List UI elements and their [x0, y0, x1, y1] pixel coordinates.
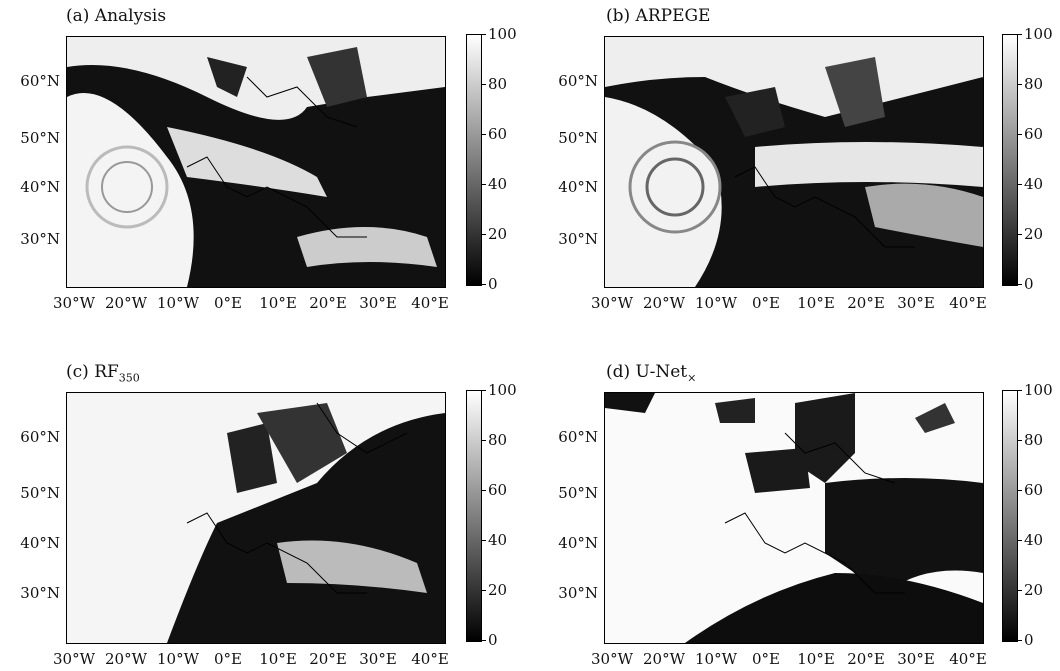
colorbar-tick: 60 — [488, 125, 508, 143]
lon-label: 0°E — [752, 294, 780, 312]
colorbar-tick: 60 — [1024, 481, 1044, 499]
lat-label: 40°N — [558, 178, 598, 196]
colorbar-tick: 40 — [488, 531, 508, 549]
lat-label: 60°N — [20, 72, 60, 90]
lat-label: 40°N — [558, 534, 598, 552]
lon-label: 0°E — [752, 650, 780, 668]
lat-label: 60°N — [558, 428, 598, 446]
lon-label: 30°E — [359, 294, 397, 312]
colorbar-tick: 100 — [1024, 381, 1053, 399]
lon-label: 10°E — [797, 650, 835, 668]
lat-label: 30°N — [558, 584, 598, 602]
lon-label: 10°E — [259, 650, 297, 668]
lon-label: 40°E — [411, 650, 449, 668]
cloud-cover-map — [66, 392, 446, 644]
lon-label: 0°E — [214, 294, 242, 312]
colorbar — [1002, 390, 1018, 642]
colorbar-tick: 0 — [1024, 631, 1034, 649]
cloud-cover-map — [604, 36, 984, 288]
cloud-cover-map — [66, 36, 446, 288]
colorbar-tick: 40 — [488, 175, 508, 193]
lon-label: 20°W — [104, 650, 148, 668]
lon-label: 10°W — [694, 650, 738, 668]
panel-title: (c) RF350 — [66, 362, 140, 384]
lat-label: 50°N — [20, 129, 60, 147]
lon-label: 20°E — [309, 294, 347, 312]
lon-label: 30°W — [52, 650, 96, 668]
panel-title: (a) Analysis — [66, 6, 167, 26]
lon-label: 10°W — [694, 294, 738, 312]
lat-label: 40°N — [20, 178, 60, 196]
colorbar — [1002, 34, 1018, 286]
lat-label: 60°N — [558, 72, 598, 90]
lon-label: 10°W — [156, 294, 200, 312]
lon-label: 30°W — [590, 650, 634, 668]
colorbar-tick: 80 — [1024, 431, 1044, 449]
panel-title-main: (d) U-Net — [606, 362, 688, 382]
colorbar-tick: 80 — [488, 75, 508, 93]
colorbar-tick: 80 — [1024, 75, 1044, 93]
lon-label: 40°E — [949, 294, 987, 312]
colorbar-tick: 60 — [488, 481, 508, 499]
lat-label: 40°N — [20, 534, 60, 552]
panel-title-sub: 350 — [118, 371, 140, 385]
panel-title-main: (c) RF — [66, 362, 119, 382]
colorbar-tick: 80 — [488, 431, 508, 449]
colorbar-tick: 20 — [1024, 225, 1044, 243]
colorbar-tick: 0 — [1024, 275, 1034, 293]
colorbar-tick: 60 — [1024, 125, 1044, 143]
colorbar-tick: 40 — [1024, 175, 1044, 193]
lat-label: 30°N — [20, 230, 60, 248]
lat-label: 30°N — [20, 584, 60, 602]
lon-label: 30°E — [359, 650, 397, 668]
lat-label: 50°N — [558, 484, 598, 502]
colorbar-tick: 0 — [488, 631, 498, 649]
colorbar-tick: 100 — [1024, 25, 1053, 43]
lon-label: 10°E — [797, 294, 835, 312]
lon-label: 20°W — [642, 294, 686, 312]
colorbar-tick: 100 — [488, 381, 517, 399]
lon-label: 10°W — [156, 650, 200, 668]
lat-label: 60°N — [20, 428, 60, 446]
colorbar-tick: 20 — [488, 225, 508, 243]
lon-label: 20°W — [642, 650, 686, 668]
colorbar — [466, 390, 482, 642]
lon-label: 30°W — [52, 294, 96, 312]
colorbar-tick: 0 — [488, 275, 498, 293]
colorbar — [466, 34, 482, 286]
cloud-cover-map — [604, 392, 984, 644]
lon-label: 40°E — [949, 650, 987, 668]
colorbar-tick: 20 — [488, 581, 508, 599]
lon-label: 30°E — [897, 650, 935, 668]
lon-label: 20°E — [847, 650, 885, 668]
lon-label: 30°W — [590, 294, 634, 312]
lat-label: 50°N — [558, 129, 598, 147]
lon-label: 20°W — [104, 294, 148, 312]
panel-title: (b) ARPEGE — [606, 6, 711, 26]
panel-title: (d) U-Net× — [606, 362, 696, 384]
colorbar-tick: 40 — [1024, 531, 1044, 549]
lon-label: 30°E — [897, 294, 935, 312]
colorbar-tick: 100 — [488, 25, 517, 43]
panel-title-sub: × — [687, 371, 697, 385]
lon-label: 40°E — [411, 294, 449, 312]
lon-label: 20°E — [309, 650, 347, 668]
lat-label: 50°N — [20, 484, 60, 502]
lon-label: 20°E — [847, 294, 885, 312]
lon-label: 10°E — [259, 294, 297, 312]
lon-label: 0°E — [214, 650, 242, 668]
lat-label: 30°N — [558, 230, 598, 248]
colorbar-tick: 20 — [1024, 581, 1044, 599]
